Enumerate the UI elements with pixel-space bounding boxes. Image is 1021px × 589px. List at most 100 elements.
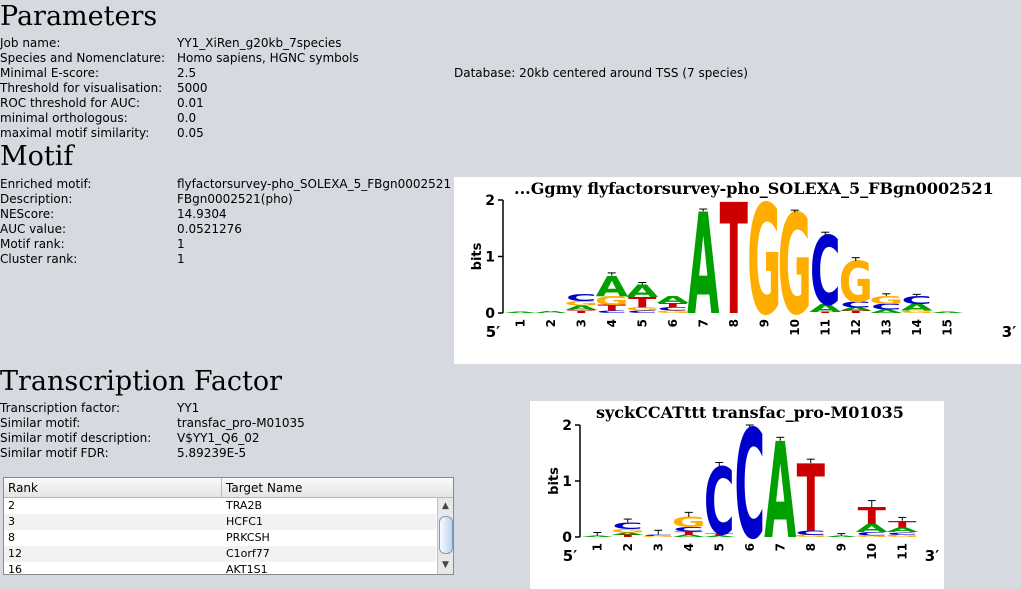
x-tick-label: 7 — [773, 543, 787, 551]
table-row[interactable]: 8 PRKCSH — [4, 530, 436, 546]
field-value: 5.89239E-5 — [177, 446, 247, 460]
target-name-cell: AKT1S1 — [226, 563, 268, 575]
field-value: 1 — [177, 252, 185, 266]
header-rank[interactable]: Rank — [8, 481, 38, 495]
logo-letter: A — [687, 186, 719, 347]
logo-letter: A — [673, 534, 705, 538]
field-value: transfac_pro-M01035 — [177, 416, 305, 430]
table-row[interactable]: 2 TRA2B — [4, 498, 436, 514]
field-value: YY1_XiRen_g20kb_7species — [177, 36, 342, 50]
logo-letter: G — [564, 300, 598, 307]
y-tick-label: 0 — [562, 530, 572, 546]
y-tick-label: 0 — [485, 306, 495, 322]
logo-letter: A — [809, 302, 842, 315]
x-tick-label: 10 — [865, 543, 879, 560]
field-label: Threshold for visualisation: — [0, 81, 163, 95]
field-label: maximal motif similarity: — [0, 126, 150, 140]
x-tick-label: 15 — [940, 319, 954, 336]
logo-letter: G — [885, 534, 919, 538]
field-label: Similar motif: — [0, 416, 81, 430]
logo-letter: C — [871, 303, 901, 312]
rank-cell: 12 — [8, 547, 22, 560]
tf-title: Transcription Factor — [0, 366, 283, 397]
target-name-cell: HCFC1 — [226, 515, 263, 528]
scroll-thumb[interactable] — [439, 516, 453, 554]
x-tick-label: 4 — [605, 319, 619, 327]
field-value: 0.0521276 — [177, 222, 242, 236]
rank-cell: 16 — [8, 563, 22, 575]
field-value: 2.5 — [177, 66, 197, 80]
x-tick-label: 11 — [818, 319, 832, 336]
column-separator[interactable] — [221, 478, 222, 497]
scroll-down-icon[interactable]: ▼ — [442, 560, 449, 570]
logo-letter: G — [747, 177, 781, 350]
five-prime-label: 5′ — [563, 547, 577, 565]
logo-title: ...Ggmy flyfactorsurvey-pho_SOLEXA_5_FBg… — [514, 179, 994, 198]
field-label: ROC threshold for AUC: — [0, 96, 141, 110]
logo-letter: G — [900, 310, 934, 314]
scroll-up-icon[interactable]: ▲ — [442, 501, 449, 511]
x-tick-label: 1 — [513, 319, 527, 327]
x-tick-label: 11 — [895, 543, 909, 560]
y-axis-label: bits — [470, 242, 485, 270]
y-tick-label: 1 — [562, 474, 572, 490]
logo-letter: A — [825, 536, 858, 538]
logo-letter: C — [566, 293, 596, 304]
header-target-name[interactable]: Target Name — [226, 481, 303, 495]
x-tick-label: 3 — [651, 543, 665, 551]
tf-logo-panel: syckCCATttt transfac_pro-M01035 0 1 2 bits A 1… — [530, 401, 944, 589]
field-label: Cluster rank: — [0, 252, 78, 266]
x-tick-label: 13 — [879, 319, 893, 336]
x-tick-label: 9 — [757, 319, 771, 327]
logo-letter: T — [567, 309, 595, 313]
y-tick-label: 2 — [562, 418, 572, 434]
logo-letter: A — [626, 282, 659, 301]
target-name-cell: C1orf77 — [226, 547, 270, 560]
logo-letter: C — [613, 521, 643, 532]
field-value: FBgn0002521(pho) — [177, 192, 293, 206]
three-prime-label: 3′ — [1002, 323, 1016, 341]
logo-letter: A — [565, 304, 597, 311]
logo-letter: A — [886, 526, 918, 533]
x-tick-label: 10 — [788, 319, 802, 336]
x-tick-label: 5 — [635, 319, 649, 327]
five-prime-label: 5′ — [486, 323, 500, 341]
logo-title: syckCCATttt transfac_pro-M01035 — [596, 403, 904, 422]
field-value: flyfactorsurvey-pho_SOLEXA_5_FBgn0002521 — [177, 177, 452, 191]
logo-letter: T — [842, 310, 870, 314]
logo-letter: C — [735, 401, 765, 572]
x-tick-label: 8 — [804, 543, 818, 551]
logo-letter: C — [796, 529, 826, 536]
logo-letter: T — [858, 503, 886, 530]
logo-letter: A — [596, 271, 629, 303]
three-prime-label: 3′ — [925, 547, 939, 565]
table-row[interactable]: 16 AKT1S1 — [4, 562, 436, 575]
logo-letter: C — [810, 217, 840, 327]
logo-letter: C — [597, 310, 627, 314]
logo-letter: T — [598, 304, 627, 313]
logo-letter: T — [659, 302, 688, 309]
rank-cell: 8 — [8, 531, 15, 544]
table-row[interactable]: 12 C1orf77 — [4, 546, 436, 562]
logo-letter: C — [627, 310, 657, 314]
rank-cell: 3 — [8, 515, 15, 528]
y-axis-label: bits — [547, 467, 562, 495]
rank-cell: 2 — [8, 499, 15, 512]
field-label: Similar motif description: — [0, 431, 152, 445]
field-label: Minimal E-score: — [0, 66, 100, 80]
tf-logo: syckCCATttt transfac_pro-M01035 0 1 2 bits A 1… — [547, 401, 939, 572]
x-tick-label: 14 — [910, 319, 924, 336]
x-tick-label: 2 — [544, 319, 558, 327]
x-tick-label: 2 — [621, 543, 635, 551]
logo-letter: T — [888, 519, 917, 530]
vertical-scrollbar[interactable]: ▲ ▼ — [437, 498, 453, 574]
targets-table[interactable]: Rank Target Name 2 TRA2B 3 HCFC1 8 PRKCSH 12 C1… — [3, 477, 454, 575]
logo-letter: T — [720, 177, 748, 350]
field-label: minimal orthologous: — [0, 111, 128, 125]
logo-letter: C — [887, 531, 917, 535]
field-label: Species and Nomenclature: — [0, 51, 166, 65]
field-value: 14.9304 — [177, 207, 227, 221]
table-row[interactable]: 3 HCFC1 — [4, 514, 436, 530]
field-label: Similar motif FDR: — [0, 446, 109, 460]
logo-letter: T — [705, 533, 733, 537]
